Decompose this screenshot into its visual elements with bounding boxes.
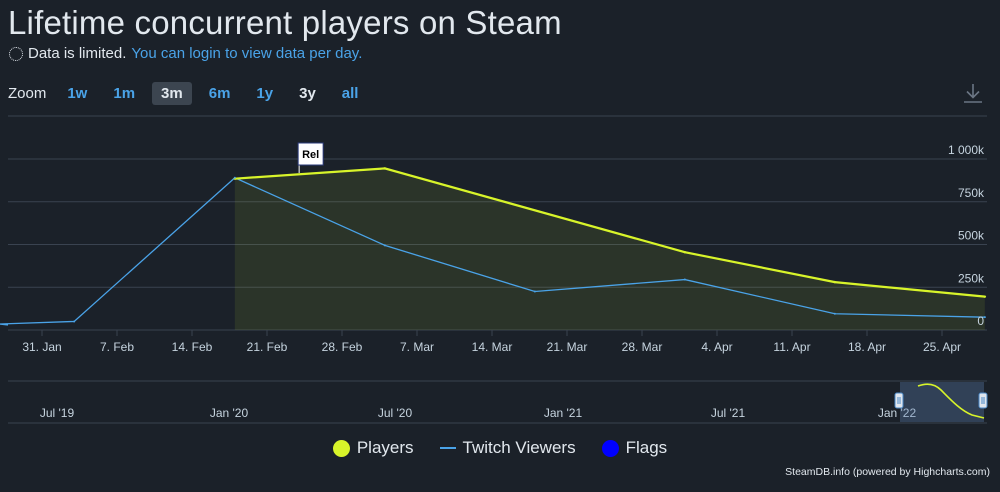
x-tick-label: 28. Mar <box>622 340 663 354</box>
twitch-point <box>383 244 386 247</box>
y-tick-label: 1 000k <box>948 143 985 157</box>
zoom-button-3m[interactable]: 3m <box>152 82 192 105</box>
y-axis: 0 250k 500k 750k 1 000k <box>948 143 985 328</box>
navigator-players-line <box>917 383 985 419</box>
legend-label-twitch: Twitch Viewers <box>462 438 576 457</box>
release-flag: Rel <box>297 142 324 173</box>
legend-item-players[interactable]: Players <box>332 438 414 458</box>
players-point <box>683 250 687 254</box>
navigator-tick-label: Jan '21 <box>544 406 583 420</box>
x-tick-label: 14. Mar <box>472 340 513 354</box>
credits[interactable]: SteamDB.info (powered by Highcharts.com) <box>785 466 990 478</box>
zoom-button-6m[interactable]: 6m <box>208 85 231 102</box>
zoom-bar: Zoom 1w 1m 3m 6m 1y 3y all <box>8 82 375 105</box>
twitch-swatch-icon <box>439 447 456 449</box>
zoom-button-1y[interactable]: 1y <box>256 85 274 102</box>
navigator: Jul '19 Jan '20 Jul '20 Jan '21 Jul '21 Jan '… <box>8 380 988 424</box>
legend-label-players: Players <box>356 438 414 457</box>
navigator-tick-label: Jul '20 <box>378 406 413 420</box>
twitch-point <box>533 290 536 293</box>
zoom-label: Zoom <box>8 85 47 102</box>
players-area <box>234 168 985 330</box>
dotted-circle-icon <box>9 46 23 61</box>
download-icon[interactable] <box>962 82 984 104</box>
x-tick-label: 7. Mar <box>400 340 434 354</box>
y-tick-label: 0 <box>977 314 984 328</box>
x-tick-label: 18. Apr <box>848 340 886 354</box>
flag-box <box>297 142 324 166</box>
legend-item-flags[interactable]: Flags <box>601 438 668 458</box>
players-area-fill <box>234 168 985 330</box>
data-limited-notice: Data is limited. You can login to view d… <box>9 45 362 62</box>
twitch-point <box>233 176 236 179</box>
series-lines <box>0 167 987 326</box>
navigator-tick-label: Jul '19 <box>40 406 75 420</box>
twitch-point <box>983 316 986 319</box>
players-point <box>383 167 387 170</box>
x-tick-label: 21. Feb <box>247 340 288 354</box>
players-chart: 31. Jan 7. Feb 14. Feb 21. Feb 28. Feb 7. Mar… <box>0 115 988 424</box>
x-tick-label: 25. Apr <box>923 340 961 354</box>
legend-label-flags: Flags <box>625 438 668 457</box>
navigator-tick-label: Jan '20 <box>210 406 249 420</box>
twitch-point <box>73 320 76 323</box>
x-tick-label: 7. Feb <box>100 340 134 354</box>
grid-lines <box>8 115 987 331</box>
y-tick-label: 250k <box>958 271 985 285</box>
players-point <box>833 280 837 284</box>
navigator-tick-label: Jul '21 <box>711 406 746 420</box>
legend-item-twitch[interactable]: Twitch Viewers <box>439 438 576 458</box>
x-axis: 31. Jan 7. Feb 14. Feb 21. Feb 28. Feb 7. Mar… <box>22 330 961 354</box>
twitch-point <box>833 312 836 315</box>
zoom-button-1w[interactable]: 1w <box>67 85 88 102</box>
zoom-button-3y[interactable]: 3y <box>299 85 316 102</box>
navigator-right-handle[interactable] <box>978 392 988 409</box>
zoom-button-all[interactable]: all <box>341 85 359 102</box>
login-link[interactable]: You can login to view data per day. <box>131 45 363 62</box>
notice-text: Data is limited. <box>28 45 127 62</box>
legend: Players Twitch Viewers Flags <box>0 438 1000 458</box>
flag-label: Rel <box>302 149 319 161</box>
x-tick-label: 28. Feb <box>322 340 363 354</box>
y-tick-label: 750k <box>958 186 985 200</box>
navigator-left-handle[interactable] <box>894 392 904 409</box>
navigator-tick-label: Jan '22 <box>878 406 917 420</box>
navigator-selection <box>900 382 984 422</box>
flags-swatch-icon <box>601 439 619 457</box>
x-tick-label: 14. Feb <box>172 340 213 354</box>
x-tick-label: 4. Apr <box>701 340 732 354</box>
chart-title: Lifetime concurrent players on Steam <box>8 4 562 41</box>
players-swatch-icon <box>332 439 350 457</box>
y-tick-label: 500k <box>958 229 985 243</box>
x-tick-label: 11. Apr <box>773 340 810 354</box>
x-tick-label: 21. Mar <box>547 340 588 354</box>
twitch-point <box>683 278 686 281</box>
x-tick-label: 31. Jan <box>22 340 61 354</box>
players-point <box>983 295 987 298</box>
zoom-button-1m[interactable]: 1m <box>113 85 136 102</box>
